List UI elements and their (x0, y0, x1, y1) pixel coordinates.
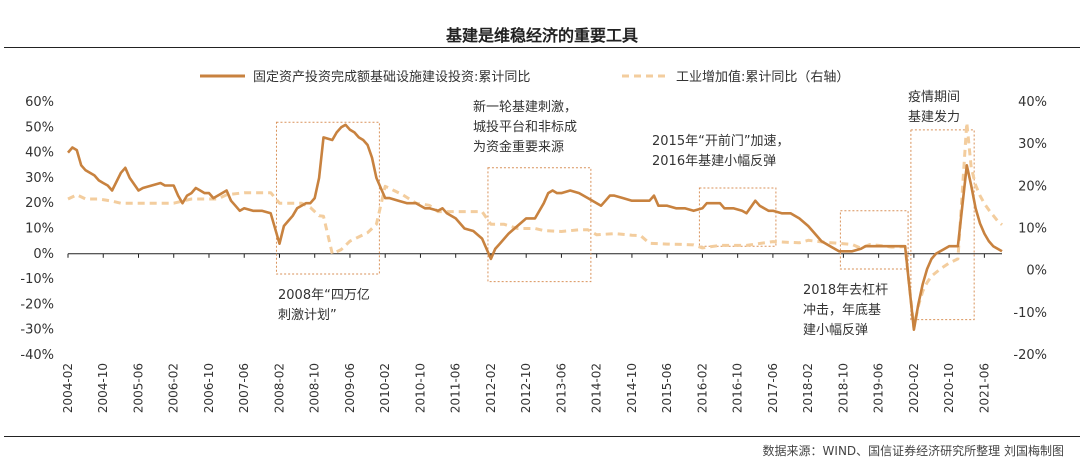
x-tick-label: 2012-02 (484, 363, 498, 413)
x-tick-label: 2011-06 (449, 363, 463, 413)
x-tick-label: 2016-10 (731, 363, 745, 413)
x-tick-label: 2014-10 (625, 363, 639, 413)
x-tick-label: 2008-02 (272, 363, 286, 413)
left-tick-label: -30% (20, 323, 54, 338)
left-y-axis: -40% -30% -20% -10% 0% 10% 20% 30% 40% 50% 60% (20, 95, 54, 363)
right-tick-label: 30% (1018, 137, 1047, 152)
legend: 固定资产投资完成额基础设施建设投资:累计同比 工业增加值:累计同比（右轴） (200, 69, 849, 85)
chart-title: 基建是维稳经济的重要工具 (445, 26, 638, 45)
x-axis: 2004-02 2004-10 2005-06 2006-02 2006-10 2007-… (61, 253, 991, 413)
annotation-text-2015: 2016年基建小幅反弹 (652, 154, 776, 169)
x-tick-label: 2020-02 (907, 363, 921, 413)
annotation-text-2012: 为资金重要来源 (473, 139, 564, 155)
annotation-text-2008: 2008年“四万亿 (278, 288, 370, 303)
annotation-text-2012: 城投平台和非标成 (473, 119, 577, 135)
x-tick-label: 2015-06 (660, 363, 674, 413)
annotation-text-2008: 刺激计划” (278, 308, 337, 323)
annotation-box-2018 (839, 210, 909, 270)
annotation-text-2018: 冲击，年底基 (803, 302, 881, 318)
right-tick-label: -10% (1013, 306, 1047, 321)
x-tick-label: 2010-02 (378, 363, 392, 413)
annotation-box-2008 (275, 121, 380, 275)
x-tick-label: 2006-10 (202, 363, 216, 413)
right-tick-label: 40% (1018, 95, 1047, 110)
left-tick-label: 50% (25, 120, 54, 135)
x-tick-label: 2014-02 (590, 363, 604, 413)
annotation-box-2012 (487, 167, 592, 283)
x-tick-label: 2009-06 (343, 363, 357, 413)
series-line-fai (67, 123, 1003, 331)
title-divider (4, 47, 1080, 48)
left-tick-label: -40% (20, 348, 54, 363)
x-tick-label: 2004-10 (96, 363, 110, 413)
x-tick-label: 2018-02 (801, 363, 815, 413)
legend-label-iva: 工业增加值:累计同比（右轴） (676, 69, 849, 85)
x-tick-label: 2004-02 (61, 363, 75, 413)
line-chart: 固定资产投资完成额基础设施建设投资:累计同比 工业增加值:累计同比（右轴） -4… (20, 69, 1047, 413)
series-lines (67, 121, 1003, 331)
annotation-box-2015 (698, 187, 777, 247)
right-tick-label: -20% (1013, 348, 1047, 363)
right-tick-label: 0% (1026, 264, 1047, 279)
annotation-text-2018: 2018年去杠杆 (803, 282, 888, 298)
footer-divider (4, 436, 1080, 437)
right-tick-label: 20% (1018, 179, 1047, 194)
x-tick-label: 2010-10 (413, 363, 427, 413)
x-tick-label: 2016-02 (695, 363, 709, 413)
left-tick-label: 20% (25, 196, 54, 211)
source-note: 数据来源：WIND、国信证券经济研究所整理 刘国梅制图 (762, 444, 1064, 458)
x-tick-label: 2007-06 (237, 363, 251, 413)
right-tick-label: 10% (1018, 222, 1047, 237)
x-tick-label: 2021-06 (977, 363, 991, 413)
x-tick-label: 2008-10 (308, 363, 322, 413)
x-tick-label: 2012-10 (519, 363, 533, 413)
annotation-text-2012: 新一轮基建刺激， (473, 99, 577, 115)
x-tick-label: 2019-06 (872, 363, 886, 413)
x-tick-label: 2018-10 (836, 363, 850, 413)
annotation-text-2020: 疫情期间 (908, 89, 960, 105)
left-tick-label: 40% (25, 146, 54, 161)
x-tick-label: 2017-06 (766, 363, 780, 413)
x-tick-label: 2020-10 (942, 363, 956, 413)
annotation-text-2018: 建小幅反弹 (803, 323, 868, 338)
left-tick-label: 30% (25, 171, 54, 186)
left-tick-label: 0% (33, 247, 54, 262)
annotation-text-2015: 2015年“开前门”加速， (652, 133, 790, 149)
left-tick-label: 60% (25, 95, 54, 110)
annotation-box-2020 (910, 129, 975, 321)
x-tick-label: 2013-06 (554, 363, 568, 413)
left-tick-label: -10% (20, 272, 54, 287)
x-tick-label: 2006-02 (167, 363, 181, 413)
annotation-text-2020: 基建发力 (908, 109, 960, 125)
x-tick-label: 2005-06 (131, 363, 145, 413)
left-tick-label: -20% (20, 297, 54, 312)
right-y-axis: -20% -10% 0% 10% 20% 30% 40% (1013, 95, 1047, 363)
legend-label-fai: 固定资产投资完成额基础设施建设投资:累计同比 (253, 69, 530, 85)
left-tick-label: 10% (25, 222, 54, 237)
